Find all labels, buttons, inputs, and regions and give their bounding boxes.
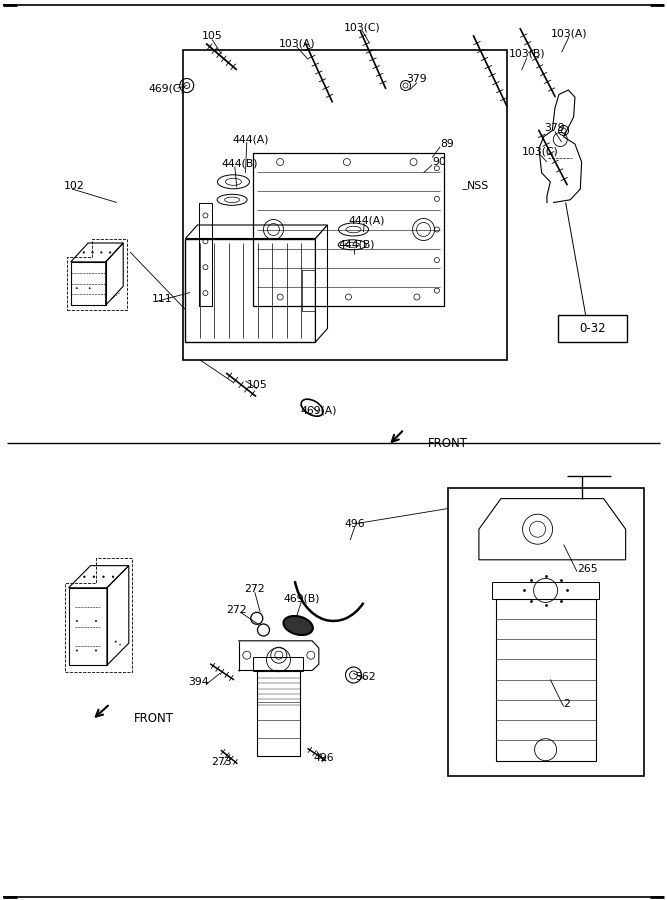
Text: 103(A): 103(A) bbox=[279, 38, 315, 49]
Text: 444(B): 444(B) bbox=[339, 239, 376, 250]
Text: 379: 379 bbox=[545, 122, 565, 133]
Text: 496: 496 bbox=[345, 518, 365, 529]
Bar bbox=[302, 270, 315, 311]
Bar bbox=[199, 202, 212, 306]
Text: 103(C): 103(C) bbox=[344, 22, 381, 32]
Text: FRONT: FRONT bbox=[428, 437, 468, 450]
Text: 102: 102 bbox=[63, 181, 84, 192]
Text: 379: 379 bbox=[407, 74, 427, 85]
Polygon shape bbox=[315, 225, 327, 342]
Text: NSS: NSS bbox=[467, 181, 489, 192]
Polygon shape bbox=[185, 225, 327, 238]
Text: 90: 90 bbox=[432, 157, 446, 167]
Bar bbox=[183, 50, 507, 360]
Text: 0-32: 0-32 bbox=[579, 322, 606, 335]
Text: 469(C): 469(C) bbox=[149, 83, 185, 94]
Text: 103(A): 103(A) bbox=[551, 28, 587, 39]
Text: 444(B): 444(B) bbox=[221, 158, 258, 169]
Text: 469(B): 469(B) bbox=[283, 593, 319, 604]
Text: 105: 105 bbox=[246, 380, 267, 391]
Bar bbox=[185, 238, 315, 342]
Text: 362: 362 bbox=[356, 671, 376, 682]
Bar bbox=[257, 670, 300, 756]
Text: 105: 105 bbox=[201, 31, 223, 41]
Text: 273: 273 bbox=[211, 757, 231, 768]
Bar bbox=[448, 488, 644, 776]
Bar bbox=[492, 582, 599, 599]
Text: 394: 394 bbox=[189, 677, 209, 688]
Text: 89: 89 bbox=[440, 139, 454, 149]
Bar bbox=[496, 598, 596, 760]
Text: 272: 272 bbox=[227, 605, 247, 616]
Text: 444(A): 444(A) bbox=[348, 215, 385, 226]
Text: 272: 272 bbox=[245, 584, 265, 595]
Text: 111: 111 bbox=[152, 293, 173, 304]
Text: 496: 496 bbox=[313, 752, 334, 763]
Text: 469(A): 469(A) bbox=[301, 405, 337, 416]
Bar bbox=[253, 153, 444, 306]
Text: 103(B): 103(B) bbox=[509, 49, 545, 59]
Bar bbox=[253, 657, 303, 670]
Text: 103(C): 103(C) bbox=[522, 146, 559, 157]
Ellipse shape bbox=[283, 616, 313, 635]
Text: FRONT: FRONT bbox=[133, 712, 173, 724]
Bar bbox=[558, 315, 627, 342]
Text: 265: 265 bbox=[577, 563, 598, 574]
Text: 2: 2 bbox=[564, 698, 570, 709]
Text: 444(A): 444(A) bbox=[232, 134, 269, 145]
